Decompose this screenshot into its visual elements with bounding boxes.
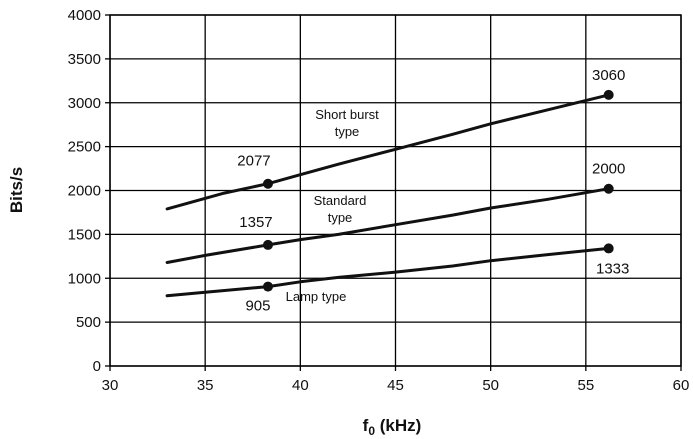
x-tick-label: 45 <box>387 377 404 394</box>
y-tick-label: 1000 <box>68 270 101 287</box>
series-line <box>165 246 611 298</box>
data-point <box>262 239 273 250</box>
data-point <box>603 183 614 194</box>
x-axis-title-sub: 0 <box>368 424 375 438</box>
series-line <box>165 93 611 211</box>
series-name-label: Standard type <box>314 193 367 225</box>
y-axis-title: Bits/s <box>7 167 26 213</box>
x-tick-label: 30 <box>102 377 119 394</box>
y-tick-label: 4000 <box>68 7 101 24</box>
grid <box>105 14 682 371</box>
series-name-line: type <box>328 210 353 225</box>
tick-labels: 30 35 40 45 50 55 60 0 500 1000 1500 2000 2500 3000 35… <box>68 7 690 394</box>
series-name-line: type <box>335 124 360 139</box>
series-name-line: Standard <box>314 193 367 208</box>
series-line <box>165 187 611 264</box>
x-axis-title-unit: (kHz) <box>375 416 421 435</box>
y-tick-label: 3500 <box>68 51 101 68</box>
x-tick-label: 50 <box>482 377 499 394</box>
series-group <box>165 89 614 298</box>
x-axis-title: f0 (kHz) <box>363 416 422 438</box>
plot-frame <box>109 14 682 367</box>
data-point <box>603 243 614 254</box>
x-tick-label: 60 <box>673 377 690 394</box>
data-label: 905 <box>245 298 270 315</box>
x-tick-label: 35 <box>197 377 214 394</box>
data-label: 2077 <box>237 153 270 170</box>
x-tick-label: 55 <box>577 377 594 394</box>
series-name-line: Short burst <box>315 107 379 122</box>
data-label: 1357 <box>239 214 272 231</box>
series-name-line: Lamp type <box>286 289 347 304</box>
y-tick-label: 500 <box>76 314 101 331</box>
annotations: Short burst type Standard type Lamp type 2077… <box>237 67 629 315</box>
data-label: 3060 <box>592 67 625 84</box>
y-tick-label: 2000 <box>68 183 101 200</box>
data-label: 2000 <box>592 161 625 178</box>
x-axis-title-main: f <box>363 416 369 435</box>
y-tick-label: 1500 <box>68 226 101 243</box>
data-label: 1333 <box>596 260 629 277</box>
series-name-label: Lamp type <box>286 289 347 304</box>
data-point <box>262 281 273 292</box>
data-point <box>603 89 614 100</box>
series-name-label: Short burst type <box>315 107 379 139</box>
y-tick-label: 2500 <box>68 139 101 156</box>
y-tick-label: 3000 <box>68 95 101 112</box>
data-point <box>262 178 273 189</box>
y-tick-label: 0 <box>93 358 101 375</box>
x-tick-label: 40 <box>292 377 309 394</box>
